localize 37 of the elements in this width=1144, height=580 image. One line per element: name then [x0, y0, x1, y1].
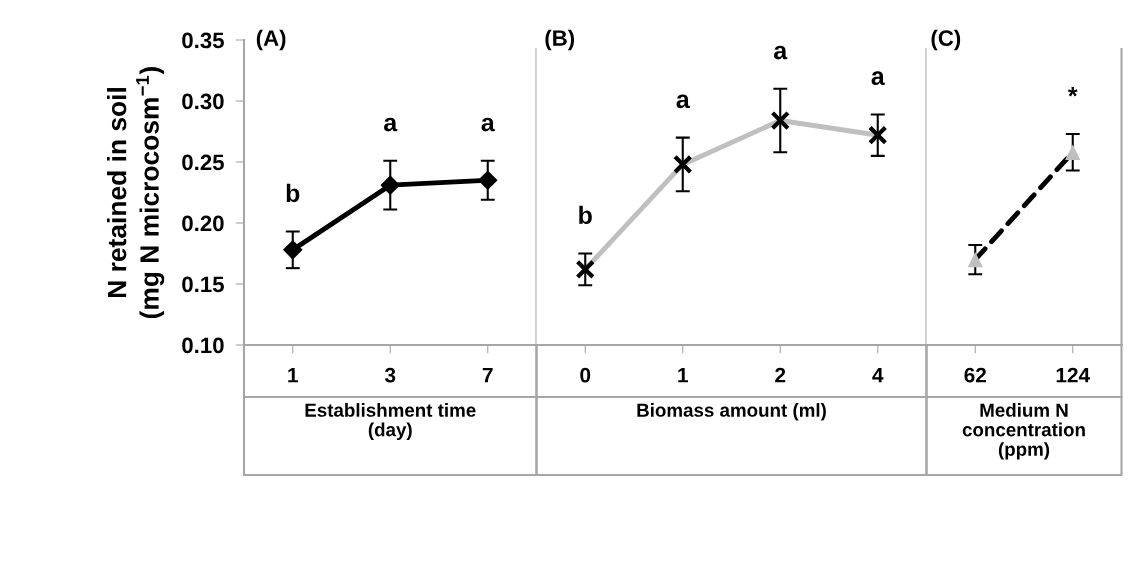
y-tick-label: 0.10 — [182, 337, 224, 354]
point — [477, 170, 498, 191]
annotation: a — [676, 94, 690, 109]
point — [380, 175, 401, 195]
y-tick-label: 0.20 — [182, 215, 224, 232]
x-tick-label: 4 — [872, 367, 884, 383]
y-tick-label: 0.15 — [182, 276, 224, 293]
annotation: b — [579, 205, 592, 225]
y-tick-label: 0.25 — [182, 154, 224, 171]
x-tick-label: 2 — [775, 367, 786, 383]
annotation: a — [774, 45, 788, 60]
y-tick-label: 0.35 — [182, 32, 224, 49]
annotation: a — [481, 117, 495, 132]
x-axis-title: Biomass amount (ml) — [637, 403, 826, 421]
x-tick-label: 1 — [678, 367, 688, 383]
x-axis-title: Medium N concentration (ppm) — [962, 403, 1085, 460]
annotation: a — [871, 71, 885, 86]
point — [575, 259, 595, 280]
annotation: * — [1067, 87, 1078, 97]
annotation: b — [286, 183, 300, 203]
x-axis-title: Establishment time (day) — [305, 403, 476, 441]
chart-title: (A) — [256, 29, 286, 51]
annotation: a — [384, 117, 398, 132]
point — [282, 240, 303, 260]
y-tick-label: 0.30 — [182, 93, 224, 110]
point — [673, 154, 693, 175]
x-tick-label: 3 — [384, 367, 396, 383]
point — [868, 125, 888, 145]
chart-title: (B) — [545, 29, 575, 51]
x-tick-label: 7 — [482, 367, 493, 383]
x-tick-label: 62 — [964, 367, 986, 383]
chart-title: (C) — [931, 29, 961, 51]
point — [770, 110, 790, 131]
x-tick-label: 124 — [1056, 367, 1091, 383]
x-tick-label: 1 — [288, 367, 298, 383]
x-tick-label: 0 — [580, 367, 591, 383]
y-axis-title: N retained in soil (mg N microcosm$^{−1}$) — [107, 67, 165, 319]
